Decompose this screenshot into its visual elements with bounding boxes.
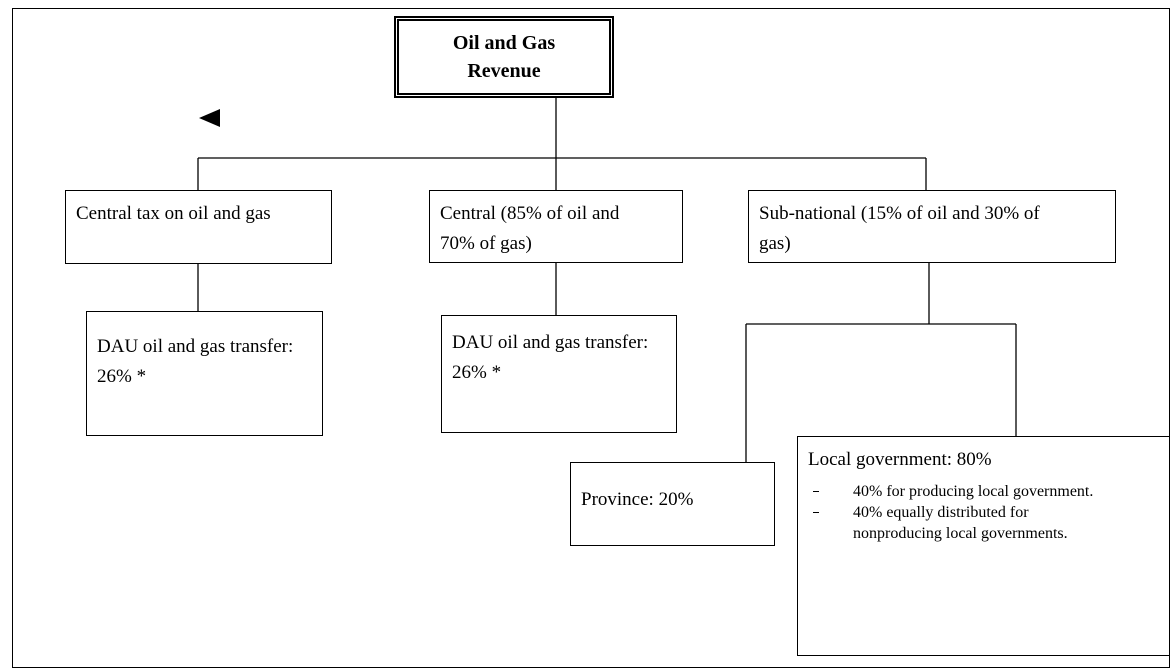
node-box: Central tax on oil and gas [65, 190, 332, 264]
item-text: 40% for producing local government. [853, 483, 1094, 500]
node-label: Central tax on oil and gas [76, 203, 271, 224]
node-label: Local government: 80% [808, 449, 992, 470]
list-item: 40% equally distributed for nonproducing… [808, 502, 1109, 544]
title-box: Oil and Gas Revenue [394, 16, 614, 98]
item-list: 40% for producing local government. 40% … [808, 481, 1109, 544]
node-label: Province: 20% [581, 489, 694, 510]
node-box: Sub-national (15% of oil and 30% of gas) [748, 190, 1116, 263]
node-label: DAU oil and gas transfer: 26% * [97, 336, 294, 387]
title: Oil and Gas Revenue [452, 32, 556, 82]
list-item: 40% for producing local government. [808, 481, 1109, 502]
connectors [197, 98, 1017, 462]
node-box: DAU oil and gas transfer: 26% * [441, 315, 677, 433]
node-box: DAU oil and gas transfer: 26% * [86, 311, 323, 436]
dash [813, 491, 819, 492]
page: Oil and Gas Revenue Central tax on oil a… [12, 8, 1170, 668]
node-label: Sub-national (15% of oil and 30% of gas) [759, 203, 1040, 254]
node-label: Central (85% of oil and 70% of gas) [440, 203, 620, 254]
node-label: DAU oil and gas transfer: 26% * [452, 332, 649, 383]
node-box: Province: 20% [570, 462, 775, 546]
item-text: 40% equally distributed for nonproducing… [853, 504, 1068, 542]
node-box: Central (85% of oil and 70% of gas) [429, 190, 683, 263]
dash [813, 512, 819, 513]
node-box: Local government: 80% 40% for producing … [797, 436, 1170, 656]
